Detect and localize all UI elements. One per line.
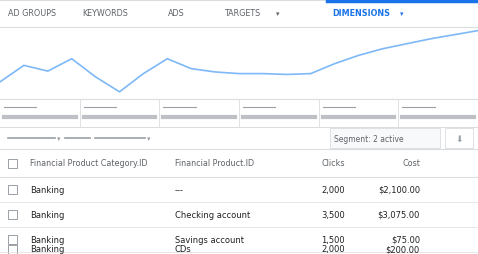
Text: Banking: Banking (30, 235, 65, 244)
Text: ▾: ▾ (147, 135, 151, 141)
Text: 1,500: 1,500 (321, 235, 345, 244)
Text: ▾: ▾ (276, 11, 280, 17)
Text: Cost: Cost (402, 159, 420, 168)
Text: Clicks: Clicks (322, 159, 345, 168)
Bar (8, 210, 17, 219)
Bar (8, 159, 17, 168)
Text: KEYWORDS: KEYWORDS (82, 9, 128, 19)
Text: Banking: Banking (30, 185, 65, 194)
Bar (330, 129, 440, 148)
Text: ▾: ▾ (57, 135, 61, 141)
Text: $200.00: $200.00 (386, 245, 420, 253)
Bar (445, 129, 473, 148)
Text: DIMENSIONS: DIMENSIONS (332, 9, 390, 19)
Text: Checking account: Checking account (175, 210, 250, 219)
Bar (8, 185, 17, 194)
Text: ⬇: ⬇ (455, 134, 463, 143)
Text: CDs: CDs (175, 245, 192, 253)
Text: Banking: Banking (30, 245, 65, 253)
Text: 3,500: 3,500 (321, 210, 345, 219)
Text: AD GROUPS: AD GROUPS (8, 9, 56, 19)
Text: 2,000: 2,000 (321, 185, 345, 194)
Bar (8, 245, 17, 253)
Text: Financial Product Category.ID: Financial Product Category.ID (30, 159, 148, 168)
Text: $3,075.00: $3,075.00 (378, 210, 420, 219)
Text: ---: --- (175, 185, 184, 194)
Text: Savings account: Savings account (175, 235, 244, 244)
Text: ADS: ADS (168, 9, 185, 19)
Text: TARGETS: TARGETS (224, 9, 260, 19)
Text: $75.00: $75.00 (391, 235, 420, 244)
Text: 2,000: 2,000 (321, 245, 345, 253)
Text: ▾: ▾ (400, 11, 403, 17)
Text: $2,100.00: $2,100.00 (378, 185, 420, 194)
Text: Banking: Banking (30, 210, 65, 219)
Text: Segment: 2 active: Segment: 2 active (334, 134, 403, 143)
Text: Financial Product.ID: Financial Product.ID (175, 159, 254, 168)
Bar (8, 235, 17, 244)
